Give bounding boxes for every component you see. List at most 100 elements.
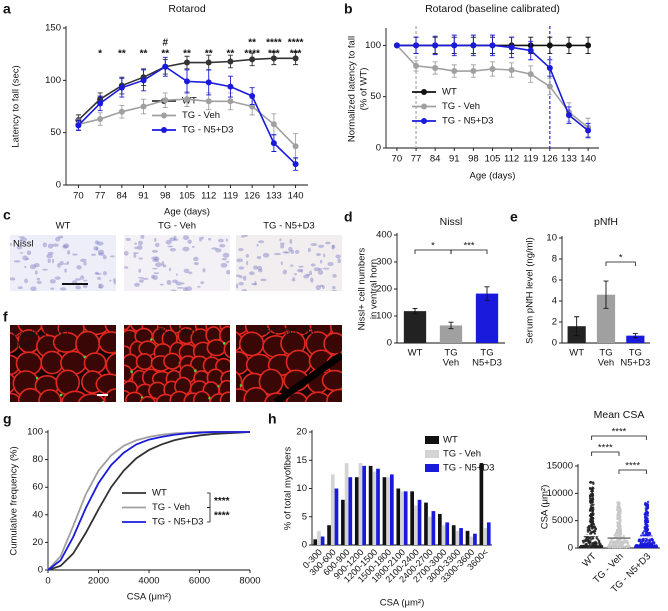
x-tick-label: 133 (561, 154, 577, 165)
cell (318, 268, 323, 271)
cell (253, 265, 258, 270)
scatter-cloud (626, 541, 629, 544)
cell (72, 253, 78, 256)
data-point (292, 143, 299, 150)
cell (332, 274, 337, 278)
x-tick-label: 140 (580, 154, 596, 165)
scatter-cloud (595, 545, 599, 549)
y-tick-label: 0 (552, 338, 557, 349)
bar (417, 499, 422, 545)
cell (152, 259, 159, 263)
y-axis-label: in ventral horn (369, 259, 380, 319)
data-point (292, 161, 299, 168)
scatter-cloud (591, 496, 594, 499)
y-tick-label: 100 (376, 311, 392, 322)
scatter-cloud (598, 545, 601, 549)
cell (290, 249, 295, 254)
cell (46, 253, 53, 259)
cell (245, 253, 250, 258)
nucleus (130, 370, 133, 373)
x-tick-label: 84 (430, 154, 441, 165)
nucleus (309, 319, 312, 322)
data-point (162, 63, 169, 70)
cell (134, 246, 139, 250)
bar (596, 294, 616, 343)
cell (63, 243, 70, 249)
stain-label: Laminin (13, 329, 46, 340)
scatter-cloud (583, 539, 586, 543)
cell (34, 270, 38, 275)
cell (109, 255, 115, 258)
cell (200, 281, 205, 285)
cell (47, 251, 54, 255)
y-tick-label: 0 (568, 543, 573, 554)
nucleus (345, 376, 348, 379)
image-background (10, 235, 116, 291)
bar (354, 477, 359, 545)
y-axis-label: (% of WT) (359, 68, 370, 111)
cell (306, 273, 311, 277)
x-axis-label: CSA (μm²) (380, 598, 425, 609)
cell (327, 261, 334, 267)
data-point (140, 103, 147, 110)
scatter-cloud (644, 522, 647, 525)
bar (486, 522, 491, 545)
cell (310, 263, 316, 267)
scatter-cloud (593, 544, 596, 548)
cell (291, 278, 296, 282)
cell (323, 253, 326, 258)
data-point (270, 121, 277, 128)
stain-label: DAPI (13, 340, 35, 351)
scatter-cloud (611, 541, 615, 545)
data-point (249, 93, 256, 100)
cell (10, 277, 16, 281)
data-point (470, 42, 477, 49)
cell (162, 264, 167, 268)
cell (142, 277, 149, 280)
scatter-cloud (619, 541, 623, 545)
cell (58, 235, 64, 239)
cell (26, 250, 32, 256)
scatter-cloud (587, 524, 591, 528)
cell (303, 274, 310, 279)
fiber (40, 350, 64, 375)
cell (241, 289, 247, 291)
cell (238, 266, 245, 270)
nucleus (233, 388, 236, 391)
x-tick-label: WT (569, 348, 584, 359)
nucleus (239, 384, 243, 387)
scatter-cloud (644, 545, 648, 549)
significance-annotation: **** (266, 38, 282, 49)
bar (455, 530, 460, 545)
bar (483, 528, 487, 545)
cell (246, 260, 249, 266)
cell (83, 261, 87, 266)
bar (376, 468, 380, 545)
cell (173, 235, 177, 240)
cell (236, 274, 242, 277)
cell (256, 256, 262, 260)
micrograph (124, 235, 230, 291)
significance-annotation: ** (183, 49, 191, 60)
y-tick-label: 200 (376, 284, 392, 295)
scatter-cloud (651, 541, 654, 545)
scatter-cloud (639, 540, 642, 543)
legend-label: WT (182, 96, 197, 107)
scatter-cloud (635, 544, 638, 547)
chart-title: pNfH (594, 216, 618, 228)
cell (313, 267, 321, 272)
fiber (326, 388, 342, 402)
cell (335, 254, 341, 259)
significance-label: **** (625, 461, 640, 472)
significance-annotation: ** (140, 49, 148, 60)
cell (248, 271, 255, 276)
panel-letter: f (3, 309, 8, 325)
cell (97, 249, 104, 255)
x-axis-label: Age (days) (470, 171, 516, 182)
cell (95, 273, 102, 275)
legend-label: TG - N5+D3 (443, 463, 494, 474)
cell (294, 249, 300, 254)
data-point (451, 42, 458, 49)
nucleus (20, 406, 23, 409)
cell (294, 273, 297, 276)
